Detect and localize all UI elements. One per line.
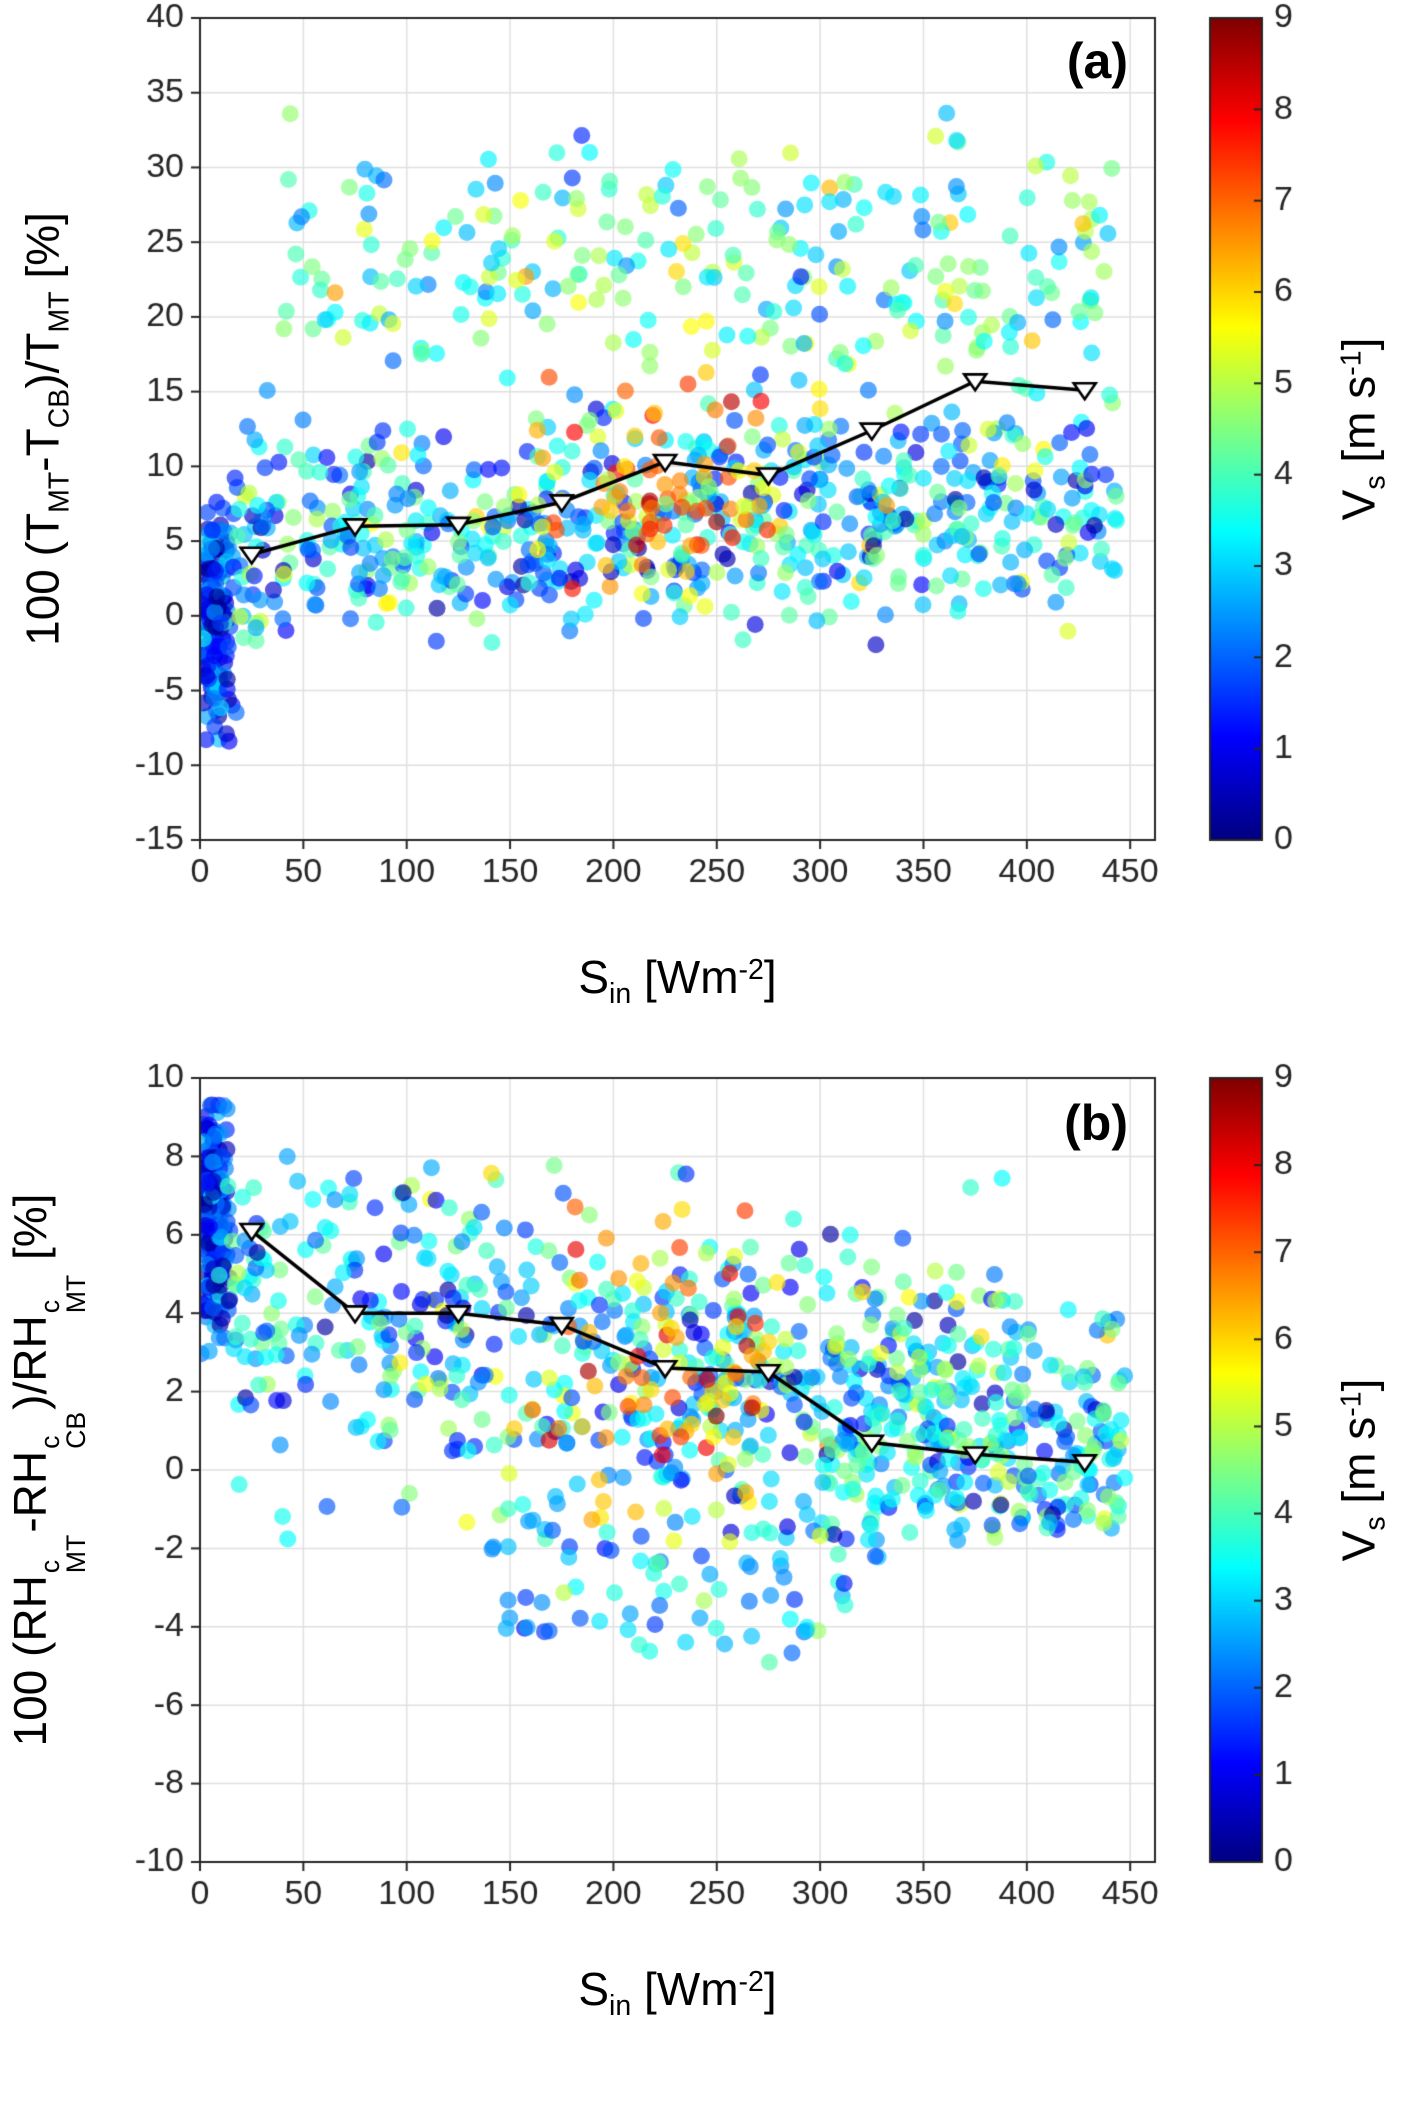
panel-a-xaxis-label: Sin [Wm-2] [578, 951, 777, 1010]
panel-a-colorbar-label: Vs [m s-1] [1332, 337, 1392, 521]
panel-b-yaxis-label: 100 (RH c MT -RH c CB)/RH c MT [%] [3, 1193, 91, 1747]
panel-b-xaxis-label: Sin [Wm-2] [578, 1963, 777, 2022]
panel-b-letter: (b) [1064, 1095, 1128, 1151]
panel-b-colorbar-label: Vs [m s-1] [1332, 1378, 1392, 1562]
panel-a-yaxis-label: 100 (TMT-TCB)/TMT [%] [16, 212, 76, 646]
panel-a-letter: (a) [1066, 33, 1128, 89]
